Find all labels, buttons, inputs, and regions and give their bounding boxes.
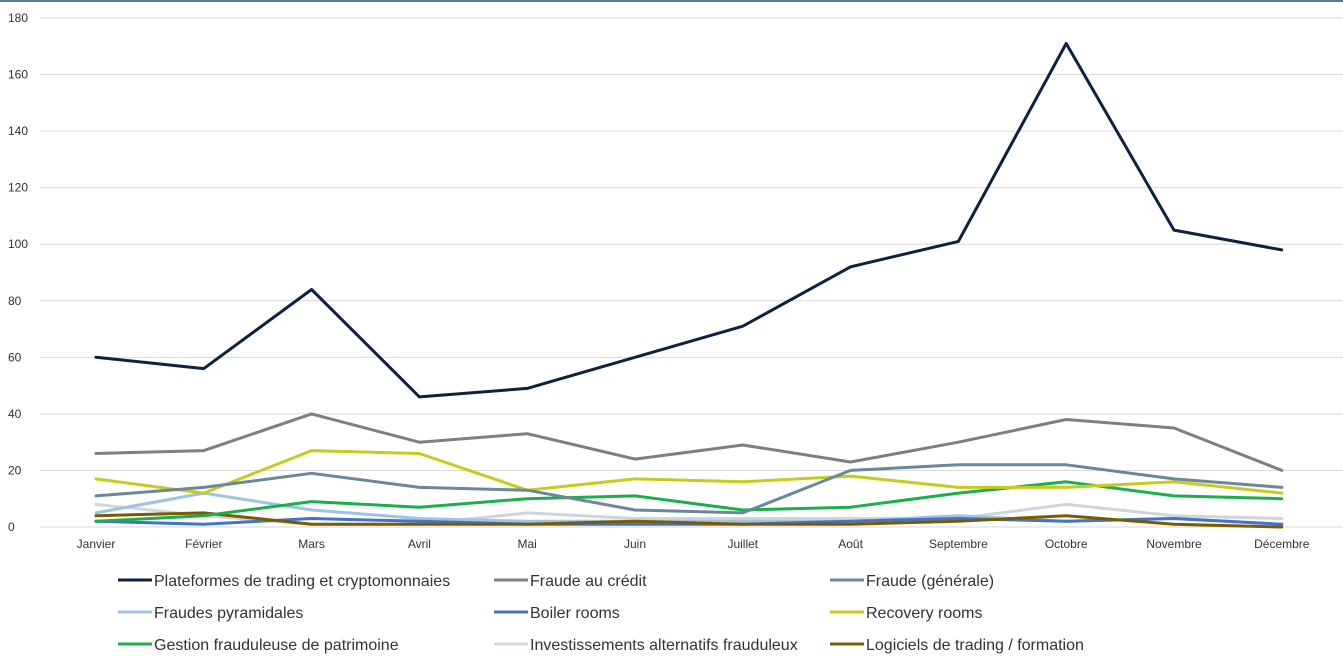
series-line-0 <box>94 42 1284 399</box>
legend-item: Fraudes pyramidales <box>118 605 303 622</box>
x-tick-label: Juillet <box>727 537 758 551</box>
y-tick-label: 40 <box>8 407 22 421</box>
x-tick-label: Mars <box>298 537 325 551</box>
series-line-5 <box>94 449 1284 495</box>
legend: Plateformes de trading et cryptomonnaies… <box>118 573 1084 654</box>
x-tick-label: Octobre <box>1045 537 1088 551</box>
legend-label: Investissements alternatifs frauduleux <box>530 637 798 654</box>
y-tick-label: 80 <box>8 294 22 308</box>
x-tick-label: Mai <box>518 537 537 551</box>
series-line-6 <box>94 480 1284 523</box>
series-line-2 <box>94 463 1284 515</box>
y-tick-label: 0 <box>8 520 15 534</box>
y-tick-label: 100 <box>8 237 28 251</box>
legend-label: Logiciels de trading / formation <box>866 637 1084 654</box>
x-tick-label: Février <box>185 537 222 551</box>
gridlines <box>40 17 1343 528</box>
y-tick-label: 120 <box>8 181 28 195</box>
legend-label: Plateformes de trading et cryptomonnaies <box>154 573 450 590</box>
legend-label: Gestion frauduleuse de patrimoine <box>154 637 399 654</box>
legend-item: Fraude au crédit <box>494 573 647 590</box>
x-tick-label: Avril <box>408 537 431 551</box>
x-tick-label: Août <box>838 537 863 551</box>
legend-label: Fraude (générale) <box>866 573 994 590</box>
series-lines <box>94 42 1284 529</box>
x-tick-label: Décembre <box>1254 537 1310 551</box>
series-line-8 <box>94 511 1284 529</box>
y-tick-label: 60 <box>8 350 22 364</box>
legend-item: Logiciels de trading / formation <box>830 637 1084 654</box>
series-line-1 <box>94 412 1284 472</box>
x-tick-label: Janvier <box>77 537 116 551</box>
legend-item: Boiler rooms <box>494 605 620 622</box>
y-axis: 0 20 40 60 80 100 120 140 160 180 <box>8 11 28 534</box>
legend-label: Boiler rooms <box>530 605 620 622</box>
legend-label: Fraude au crédit <box>530 573 647 590</box>
x-tick-label: Septembre <box>929 537 988 551</box>
legend-item: Recovery rooms <box>830 605 982 622</box>
legend-item: Fraude (générale) <box>830 573 994 590</box>
y-tick-label: 140 <box>8 124 28 138</box>
legend-label: Fraudes pyramidales <box>154 605 303 622</box>
legend-item: Plateformes de trading et cryptomonnaies <box>118 573 450 590</box>
y-tick-label: 20 <box>8 463 22 477</box>
x-tick-label: Juin <box>624 537 646 551</box>
legend-label: Recovery rooms <box>866 605 982 622</box>
y-tick-label: 180 <box>8 11 28 25</box>
y-tick-label: 160 <box>8 68 28 82</box>
legend-item: Investissements alternatifs frauduleux <box>494 637 798 654</box>
x-axis: Janvier Février Mars Avril Mai Juin Juillet Aoû… <box>77 537 1310 551</box>
x-tick-label: Novembre <box>1146 537 1202 551</box>
legend-item: Gestion frauduleuse de patrimoine <box>118 637 399 654</box>
